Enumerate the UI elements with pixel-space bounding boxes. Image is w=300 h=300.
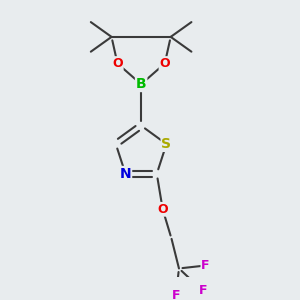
Text: N: N	[120, 167, 131, 181]
Text: O: O	[112, 57, 123, 70]
Text: O: O	[158, 203, 168, 216]
Text: F: F	[172, 289, 180, 300]
Text: F: F	[198, 284, 207, 297]
Text: O: O	[160, 57, 170, 70]
Text: F: F	[201, 259, 210, 272]
Text: S: S	[161, 137, 171, 151]
Text: B: B	[136, 77, 146, 91]
